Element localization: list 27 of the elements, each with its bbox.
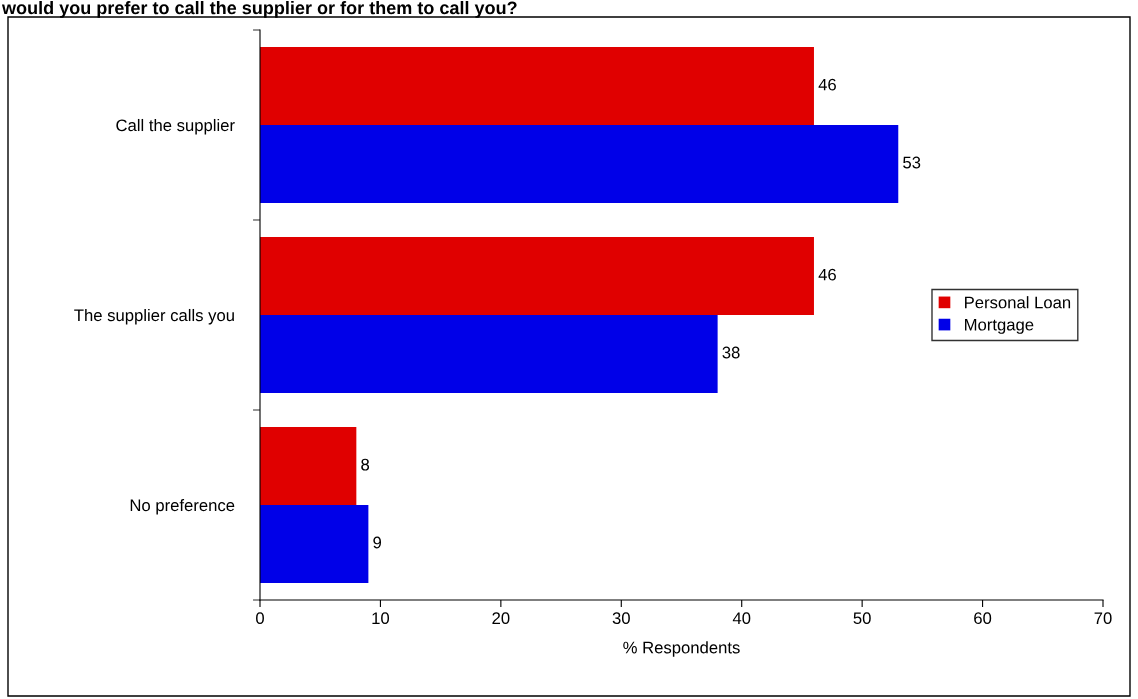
y-tick-label: The supplier calls you xyxy=(74,308,234,325)
x-axis-title: % Respondents xyxy=(623,641,740,657)
x-tick-label: 10 xyxy=(372,612,390,625)
y-tick-label: Call the supplier xyxy=(116,118,235,135)
x-tick-label: 60 xyxy=(974,612,992,625)
data-label: 46 xyxy=(818,78,836,91)
x-tick-label: 20 xyxy=(492,612,510,625)
x-tick-label: 50 xyxy=(853,612,871,625)
bar xyxy=(260,237,814,315)
chart-title: would you prefer to call the supplier or for them to call you? xyxy=(1,1,517,18)
x-tick-label: 70 xyxy=(1094,612,1112,625)
data-label: 38 xyxy=(722,346,740,359)
data-label: 9 xyxy=(373,536,382,549)
x-tick-label: 30 xyxy=(612,612,630,625)
x-tick-label: 40 xyxy=(732,612,751,625)
legend-label: Mortgage xyxy=(965,318,1034,334)
bar xyxy=(260,47,814,125)
bar xyxy=(260,315,718,393)
bar xyxy=(260,505,369,583)
y-tick-label: No preference xyxy=(130,498,235,515)
legend-label: Personal Loan xyxy=(965,296,1071,309)
bar xyxy=(260,427,357,505)
bar xyxy=(260,125,899,203)
data-label: 53 xyxy=(903,156,921,169)
data-label: 46 xyxy=(818,268,836,281)
x-tick-label: 0 xyxy=(256,612,264,625)
data-label: 8 xyxy=(361,458,370,471)
